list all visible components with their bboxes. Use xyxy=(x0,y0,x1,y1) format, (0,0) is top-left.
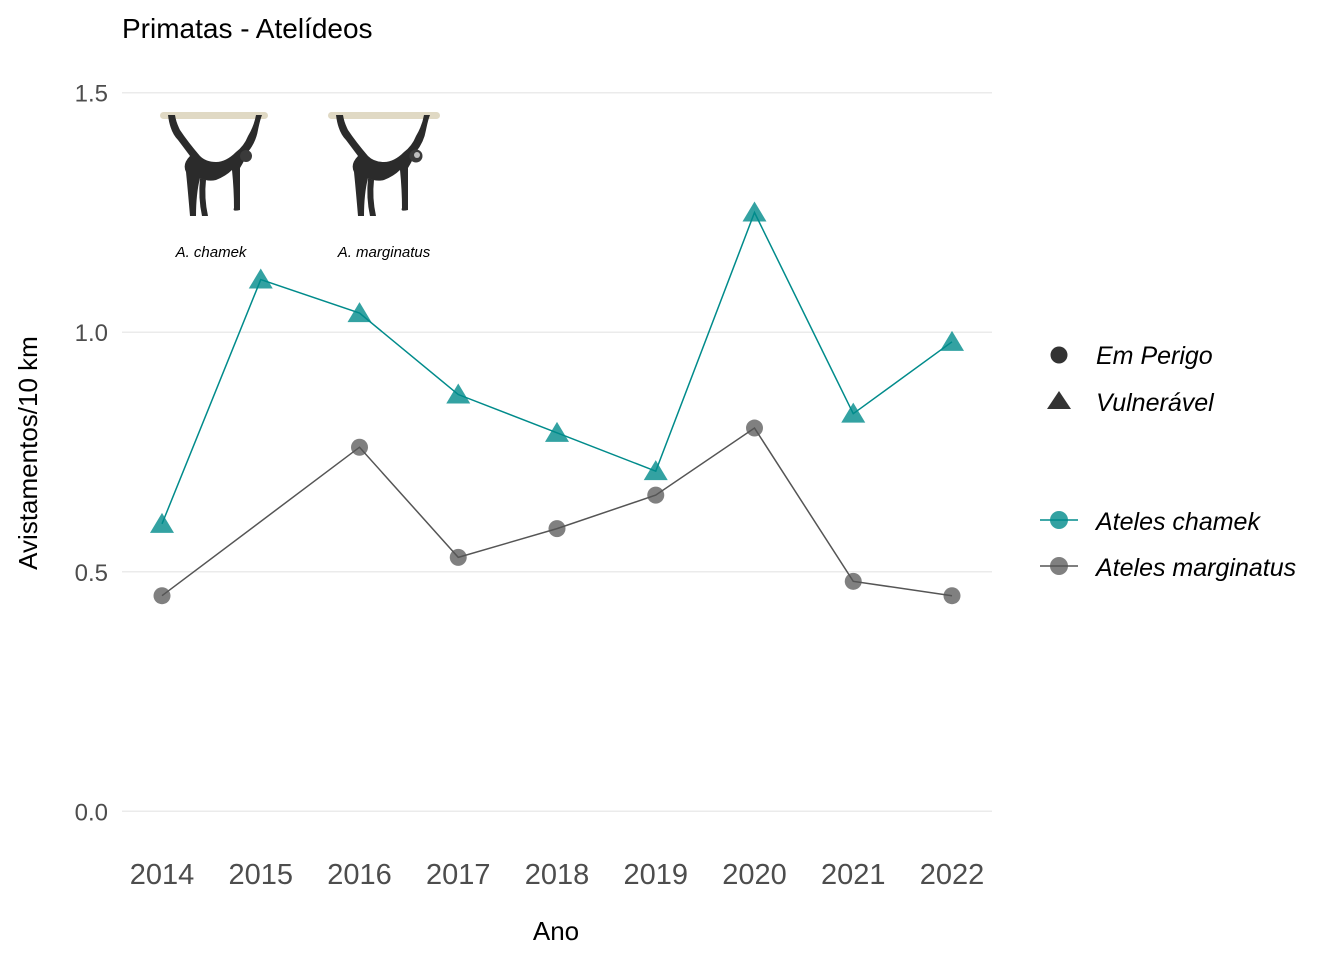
y-tick-label: 0.5 xyxy=(75,560,108,587)
x-tick-label: 2017 xyxy=(426,859,491,891)
data-point-circle xyxy=(943,587,961,605)
y-tick-label: 0.0 xyxy=(75,799,108,826)
x-tick-label: 2014 xyxy=(130,859,195,891)
series-layer xyxy=(150,201,964,605)
x-tick-label: 2016 xyxy=(327,859,392,891)
series-line xyxy=(161,210,953,525)
monkey-body-icon xyxy=(336,115,430,216)
spider-monkey-illustration-chamek xyxy=(160,112,268,216)
chart-title: Primatas - Atelídeos xyxy=(122,13,373,44)
legend-label-ateles-chamek: Ateles chamek xyxy=(1094,508,1261,536)
legend-triangle-marker xyxy=(1047,391,1071,409)
branch-icon xyxy=(328,112,440,119)
data-point-circle xyxy=(844,572,862,590)
legend-label-vulneravel: Vulnerável xyxy=(1096,389,1215,417)
monkey-leg-icon xyxy=(367,178,376,216)
data-point-circle xyxy=(449,548,467,566)
series-ateles-chamek xyxy=(150,201,964,533)
x-tick-label: 2015 xyxy=(228,859,293,891)
legend-circle-marker xyxy=(1050,346,1068,364)
series-line xyxy=(161,426,953,597)
legend-marker-ateles-marginatus xyxy=(1050,557,1068,575)
shape-legend: Em Perigo Vulnerável xyxy=(1047,342,1215,417)
data-point-circle xyxy=(548,520,566,538)
x-tick-label: 2018 xyxy=(525,859,590,891)
data-point-triangle xyxy=(742,201,767,222)
y-axis-ticks: 0.0 0.5 1.0 1.5 xyxy=(75,81,108,827)
y-axis-title: Avistamentos/10 km xyxy=(13,336,43,570)
legend-label-em-perigo: Em Perigo xyxy=(1096,342,1213,370)
data-point-triangle xyxy=(841,402,866,423)
data-point-triangle xyxy=(347,302,372,323)
image-caption-marginatus: A. marginatus xyxy=(337,244,431,261)
color-legend: Ateles chamek Ateles marginatus xyxy=(1040,508,1296,582)
data-point-circle xyxy=(647,486,665,504)
data-point-triangle xyxy=(446,383,471,404)
x-tick-label: 2019 xyxy=(623,859,688,891)
data-point-triangle xyxy=(940,330,964,351)
data-point-triangle xyxy=(248,268,273,289)
x-tick-label: 2020 xyxy=(722,859,787,891)
data-point-triangle xyxy=(150,512,174,533)
monkey-body-icon xyxy=(168,115,262,216)
legend-marker-ateles-chamek xyxy=(1050,511,1068,529)
x-tick-label: 2021 xyxy=(821,859,886,891)
monkey-leg-icon xyxy=(199,178,208,216)
monkey-head-icon xyxy=(240,150,252,162)
legend-label-ateles-marginatus: Ateles marginatus xyxy=(1094,554,1296,582)
data-point-circle xyxy=(153,587,171,605)
image-caption-chamek: A. chamek xyxy=(175,244,248,261)
grid-lines xyxy=(122,91,992,813)
y-tick-label: 1.0 xyxy=(75,320,108,347)
x-axis-ticks: 2014 2015 2016 2017 2018 2019 2020 2021 2022 xyxy=(130,859,985,891)
data-point-triangle xyxy=(545,421,569,442)
data-point-circle xyxy=(351,438,368,456)
data-point-triangle xyxy=(643,460,668,481)
branch-icon xyxy=(160,112,268,119)
series-ateles-marginatus xyxy=(153,419,961,605)
x-tick-label: 2022 xyxy=(920,859,985,891)
data-point-circle xyxy=(746,419,763,437)
monkey-face-marking-icon xyxy=(414,152,420,158)
x-axis-title: Ano xyxy=(533,916,579,946)
spider-monkey-illustration-marginatus xyxy=(328,112,440,216)
y-tick-label: 1.5 xyxy=(75,81,108,108)
